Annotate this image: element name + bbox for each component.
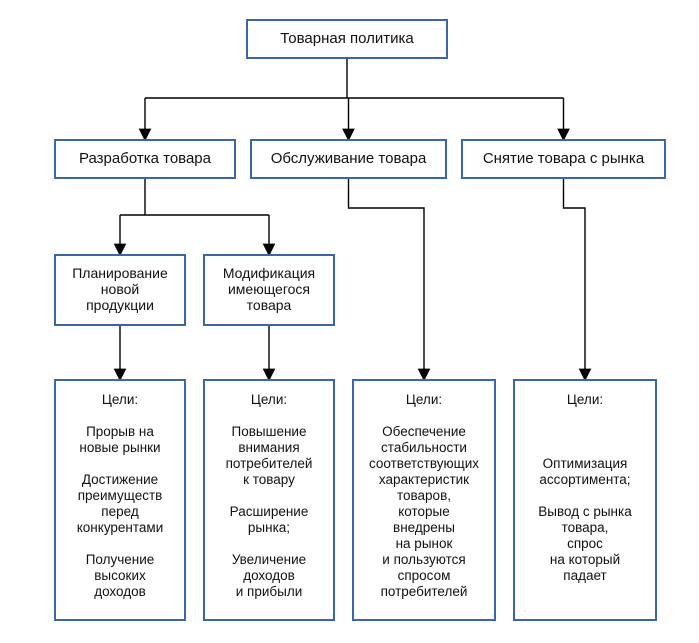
node-text-dev: Разработка товара <box>79 150 212 167</box>
node-plan: Планированиеновойпродукции <box>55 255 185 325</box>
node-text-remove: Снятие товара с рынка <box>483 150 645 167</box>
nodes-layer: Товарная политика Разработка товара Обслуж… <box>55 20 665 620</box>
node-g1: Цели: Прорыв нановые рынки Достижениепре… <box>55 380 185 620</box>
node-dev: Разработка товара <box>55 140 235 178</box>
node-serv: Обслуживание товара <box>251 140 446 178</box>
node-root: Товарная политика <box>247 20 447 58</box>
node-mod: Модификацияимеющегосятовара <box>204 255 334 325</box>
node-g4: Цели: Оптимизацияассортимента; Вывод с р… <box>514 380 656 620</box>
node-g3: Цели: Обеспечениестабильностисоответству… <box>353 380 495 620</box>
edges-layer <box>120 58 585 380</box>
node-g2: Цели: Повышениевниманияпотребителейк тов… <box>204 380 334 620</box>
node-text-serv: Обслуживание товара <box>271 150 427 167</box>
node-text-root: Товарная политика <box>280 30 414 47</box>
diagram-canvas: Товарная политика Разработка товара Обслуж… <box>0 0 699 643</box>
node-remove: Снятие товара с рынка <box>462 140 665 178</box>
